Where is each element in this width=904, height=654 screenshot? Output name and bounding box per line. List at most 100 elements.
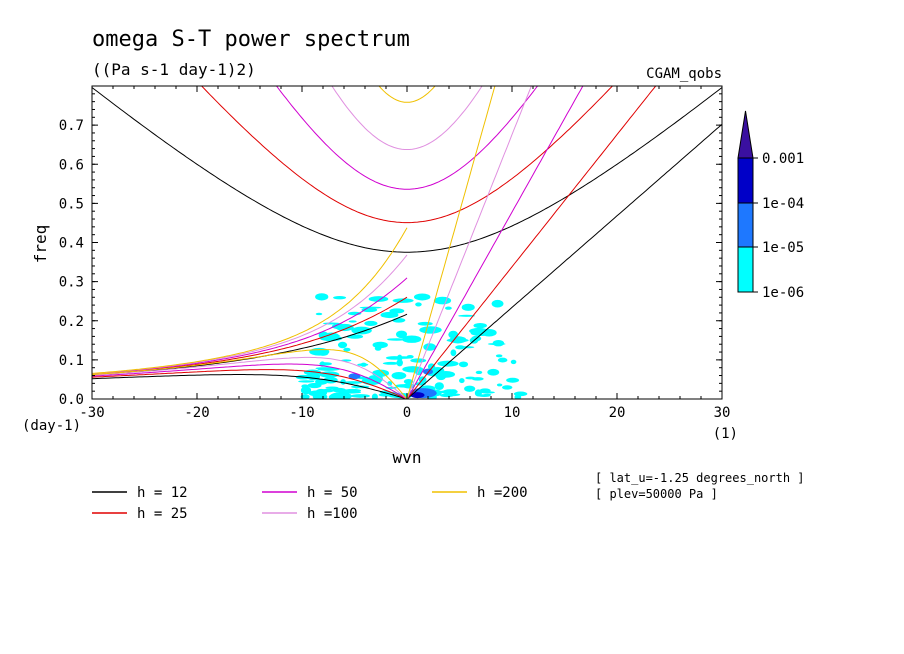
contour-blob bbox=[459, 378, 465, 384]
colorbar-segment bbox=[737, 157, 754, 204]
contour-blob bbox=[391, 356, 414, 359]
contour-blob bbox=[510, 359, 517, 365]
contour-blob bbox=[497, 357, 508, 363]
x-tick-label: 10 bbox=[504, 405, 521, 421]
y-tick-label: 0.0 bbox=[59, 392, 84, 408]
contour-blob bbox=[487, 342, 506, 346]
legend-label: h =200 bbox=[477, 485, 528, 501]
contour-blob bbox=[392, 317, 406, 323]
contour-blob bbox=[308, 390, 325, 397]
contour-blob bbox=[387, 338, 406, 341]
rossby-curve bbox=[92, 363, 408, 399]
contour-blob bbox=[328, 393, 349, 399]
colorbar-segment bbox=[737, 202, 754, 248]
contour-blob bbox=[446, 338, 469, 343]
colorbar-label: 1e-05 bbox=[762, 240, 804, 256]
contour-blob bbox=[501, 385, 513, 390]
contour-blob bbox=[423, 343, 437, 351]
kelvin-curve bbox=[406, 86, 496, 399]
inertio-gravity-curve bbox=[92, 87, 722, 253]
dataset-name: CGAM_qobs bbox=[646, 66, 722, 82]
contour-blob bbox=[348, 373, 361, 380]
kelvin-curve bbox=[406, 86, 532, 399]
y-axis-label: freq bbox=[31, 225, 50, 264]
level-annotation: [ plev=50000 Pa ] bbox=[595, 487, 718, 501]
contour-blob bbox=[372, 341, 388, 349]
contour-blob bbox=[315, 367, 335, 370]
contour-blob bbox=[351, 326, 372, 335]
chart-title: omega S-T power spectrum bbox=[92, 27, 410, 52]
legend-label: h = 12 bbox=[137, 485, 188, 501]
inertio-gravity-curve bbox=[200, 86, 614, 224]
contour-blob bbox=[380, 311, 399, 319]
y-tick-label: 0.3 bbox=[59, 275, 84, 291]
colorbar-top-triangle bbox=[737, 110, 754, 159]
x-ticks: -30 -20 -10 0 10 20 30 bbox=[79, 86, 730, 421]
rossby-curve bbox=[92, 349, 408, 399]
contour-blob bbox=[415, 302, 422, 307]
contour-blob bbox=[464, 385, 476, 392]
contour-blob bbox=[357, 363, 369, 367]
contour-blob bbox=[315, 312, 323, 316]
contour-blob bbox=[321, 388, 335, 393]
contour-blob bbox=[434, 382, 444, 390]
rossby-curve bbox=[92, 369, 408, 399]
x-tick-label: 20 bbox=[609, 405, 626, 421]
colorbar-label: 1e-06 bbox=[762, 285, 804, 301]
x-tick-label: -10 bbox=[289, 405, 314, 421]
contour-blob bbox=[395, 330, 408, 339]
contour-blob bbox=[450, 389, 457, 393]
contour-blob bbox=[371, 393, 378, 399]
contour-blob bbox=[475, 370, 483, 375]
contour-blob bbox=[300, 386, 312, 395]
y-unit: (day-1) bbox=[22, 418, 81, 434]
contour-blob bbox=[394, 384, 415, 388]
contour-blob bbox=[396, 359, 403, 367]
contour-blob bbox=[298, 380, 315, 383]
contour-blob bbox=[348, 320, 357, 323]
colorbar-label: 0.001 bbox=[762, 151, 804, 167]
colorbar-segment bbox=[737, 246, 754, 293]
latitude-annotation: [ lat_u=-1.25 degrees_north ] bbox=[595, 471, 805, 485]
y-tick-label: 0.6 bbox=[59, 157, 84, 173]
legend-label: h = 50 bbox=[307, 485, 358, 501]
legend-label: h =100 bbox=[307, 506, 358, 522]
contour-blob bbox=[413, 293, 431, 301]
x-tick-label: 30 bbox=[714, 405, 731, 421]
contour-blob bbox=[300, 394, 310, 399]
contour-blob bbox=[435, 372, 447, 381]
chart-subtitle: ((Pa s-1 day-1)2) bbox=[92, 60, 256, 79]
contour-blob bbox=[392, 298, 414, 303]
inertio-gravity-curve bbox=[275, 86, 539, 190]
x-tick-label: -20 bbox=[184, 405, 209, 421]
contour-blob bbox=[346, 334, 364, 339]
contour-blob bbox=[343, 347, 351, 352]
contour-blob bbox=[337, 341, 348, 349]
y-tick-label: 0.7 bbox=[59, 118, 84, 134]
y-tick-label: 0.4 bbox=[59, 236, 84, 252]
contour-blob bbox=[450, 349, 457, 357]
contour-blob bbox=[458, 314, 475, 317]
contour-blob bbox=[333, 295, 347, 300]
dispersion-curves bbox=[92, 86, 722, 399]
contour-blob bbox=[387, 381, 393, 386]
inertio-gravity-curve bbox=[378, 86, 436, 103]
plot-frame bbox=[91, 85, 723, 400]
contour-blob bbox=[419, 326, 442, 334]
contour-blob bbox=[361, 377, 382, 386]
contour-blob bbox=[506, 377, 520, 383]
contour-blob bbox=[479, 388, 491, 393]
contour-blob bbox=[397, 354, 403, 362]
contour-blob bbox=[455, 345, 466, 350]
contour-blob bbox=[417, 321, 433, 326]
contour-blob bbox=[465, 376, 476, 380]
x-tick-label: -30 bbox=[79, 405, 104, 421]
contour-blob bbox=[315, 293, 329, 301]
contour-blob bbox=[382, 361, 400, 365]
contour-blob bbox=[473, 322, 487, 329]
contour-blob bbox=[514, 394, 522, 399]
contour-blob bbox=[307, 382, 322, 389]
contour-blob bbox=[458, 361, 469, 368]
contour-blob bbox=[331, 387, 347, 393]
